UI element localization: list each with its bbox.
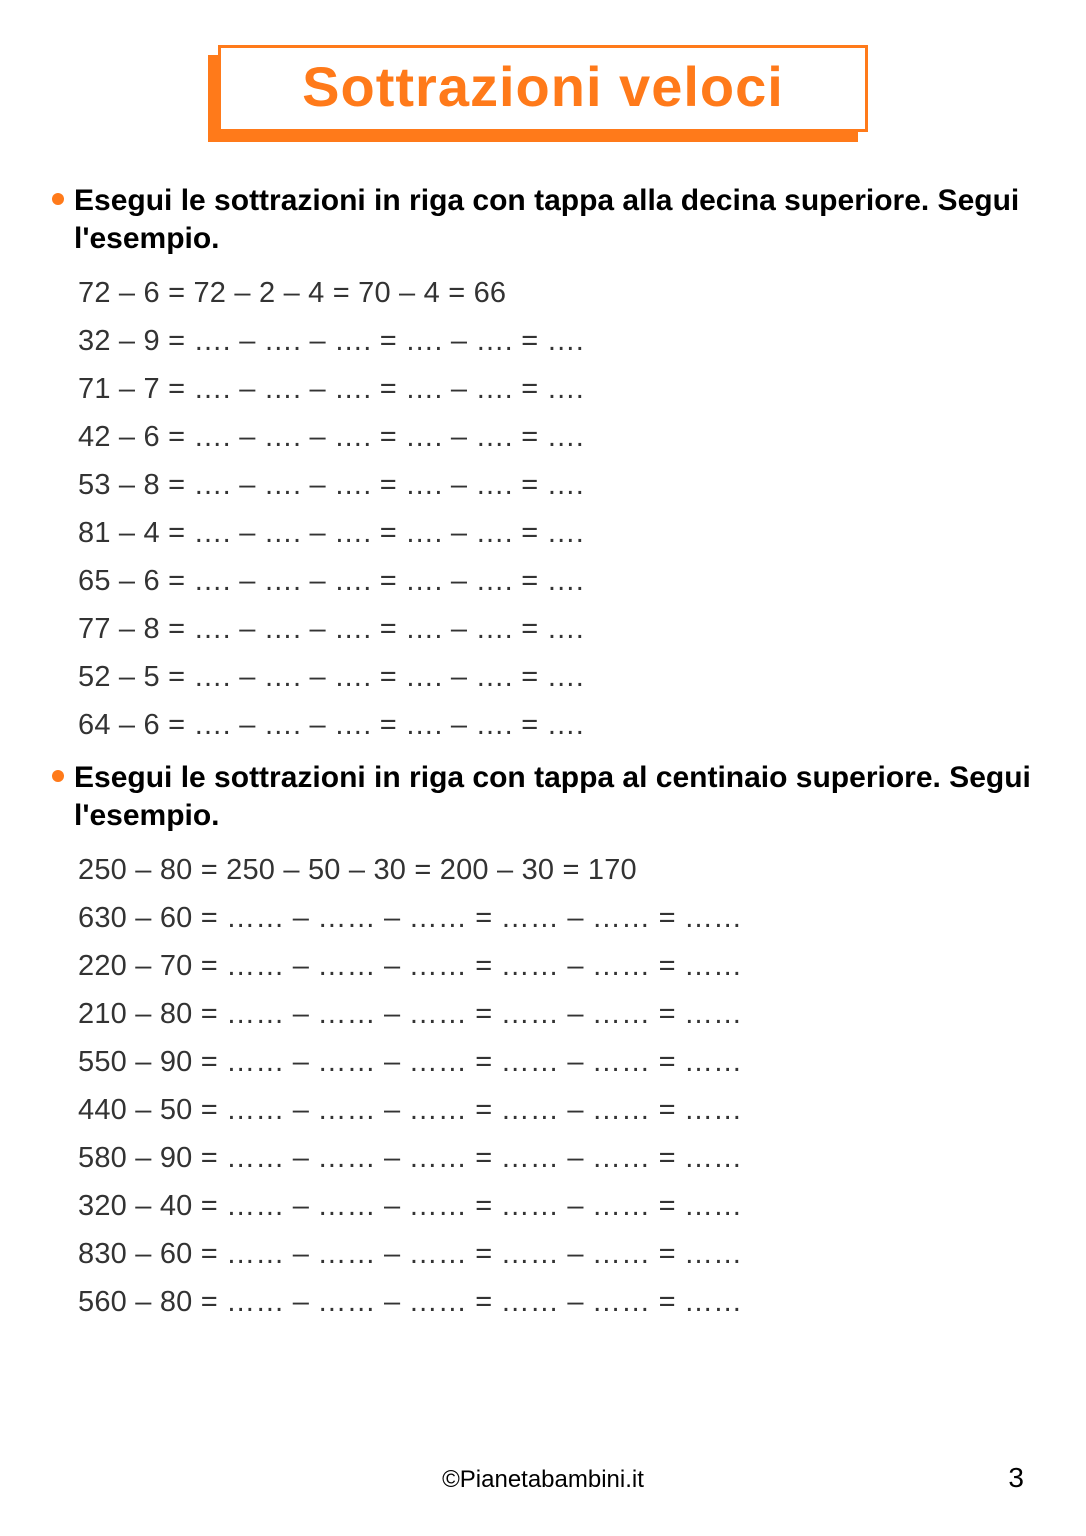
exercise-row: 210 – 80 = …… – …… – …… = …… – …… = ……	[78, 1000, 1036, 1029]
exercise-row: 42 – 6 = …. – …. – …. = …. – …. = ….	[78, 423, 1036, 452]
exercise-row: 53 – 8 = …. – …. – …. = …. – …. = ….	[78, 471, 1036, 500]
exercise-row: 550 – 90 = …… – …… – …… = …… – …… = ……	[78, 1048, 1036, 1077]
content: Esegui le sottrazioni in riga con tappa …	[50, 182, 1036, 1317]
section-0: Esegui le sottrazioni in riga con tappa …	[50, 182, 1036, 740]
exercise-row: 320 – 40 = …… – …… – …… = …… – …… = ……	[78, 1192, 1036, 1221]
exercise-row: 580 – 90 = …… – …… – …… = …… – …… = ……	[78, 1144, 1036, 1173]
instruction-text: Esegui le sottrazioni in riga con tappa …	[74, 182, 1036, 257]
title-frame: Sottrazioni veloci	[218, 45, 868, 132]
exercise-row: 77 – 8 = …. – …. – …. = …. – …. = ….	[78, 615, 1036, 644]
bullet-icon	[52, 770, 64, 782]
exercise-row: 81 – 4 = …. – …. – …. = …. – …. = ….	[78, 519, 1036, 548]
bullet-icon	[52, 193, 64, 205]
exercise-row: 220 – 70 = …… – …… – …… = …… – …… = ……	[78, 952, 1036, 981]
exercise-row: 32 – 9 = …. – …. – …. = …. – …. = ….	[78, 327, 1036, 356]
exercise-row: 830 – 60 = …… – …… – …… = …… – …… = ……	[78, 1240, 1036, 1269]
exercise-row: 72 – 6 = 72 – 2 – 4 = 70 – 4 = 66	[78, 279, 1036, 308]
exercise-row: 64 – 6 = …. – …. – …. = …. – …. = ….	[78, 711, 1036, 740]
exercise-row: 71 – 7 = …. – …. – …. = …. – …. = ….	[78, 375, 1036, 404]
exercise-row: 560 – 80 = …… – …… – …… = …… – …… = ……	[78, 1288, 1036, 1317]
instruction: Esegui le sottrazioni in riga con tappa …	[50, 182, 1036, 257]
exercise-row: 65 – 6 = …. – …. – …. = …. – …. = ….	[78, 567, 1036, 596]
exercise-row: 250 – 80 = 250 – 50 – 30 = 200 – 30 = 17…	[78, 856, 1036, 885]
page-number: 3	[1008, 1462, 1024, 1494]
exercise-list: 72 – 6 = 72 – 2 – 4 = 70 – 4 = 66 32 – 9 …	[50, 279, 1036, 740]
exercise-row: 440 – 50 = …… – …… – …… = …… – …… = ……	[78, 1096, 1036, 1125]
exercise-row: 52 – 5 = …. – …. – …. = …. – …. = ….	[78, 663, 1036, 692]
footer-copyright: ©Pianetabambini.it	[0, 1466, 1086, 1494]
exercise-row: 630 – 60 = …… – …… – …… = …… – …… = ……	[78, 904, 1036, 933]
instruction-text: Esegui le sottrazioni in riga con tappa …	[74, 759, 1036, 834]
section-1: Esegui le sottrazioni in riga con tappa …	[50, 759, 1036, 1317]
title-box: Sottrazioni veloci	[218, 45, 868, 132]
exercise-list: 250 – 80 = 250 – 50 – 30 = 200 – 30 = 17…	[50, 856, 1036, 1317]
instruction: Esegui le sottrazioni in riga con tappa …	[50, 759, 1036, 834]
page-title: Sottrazioni veloci	[261, 54, 825, 119]
